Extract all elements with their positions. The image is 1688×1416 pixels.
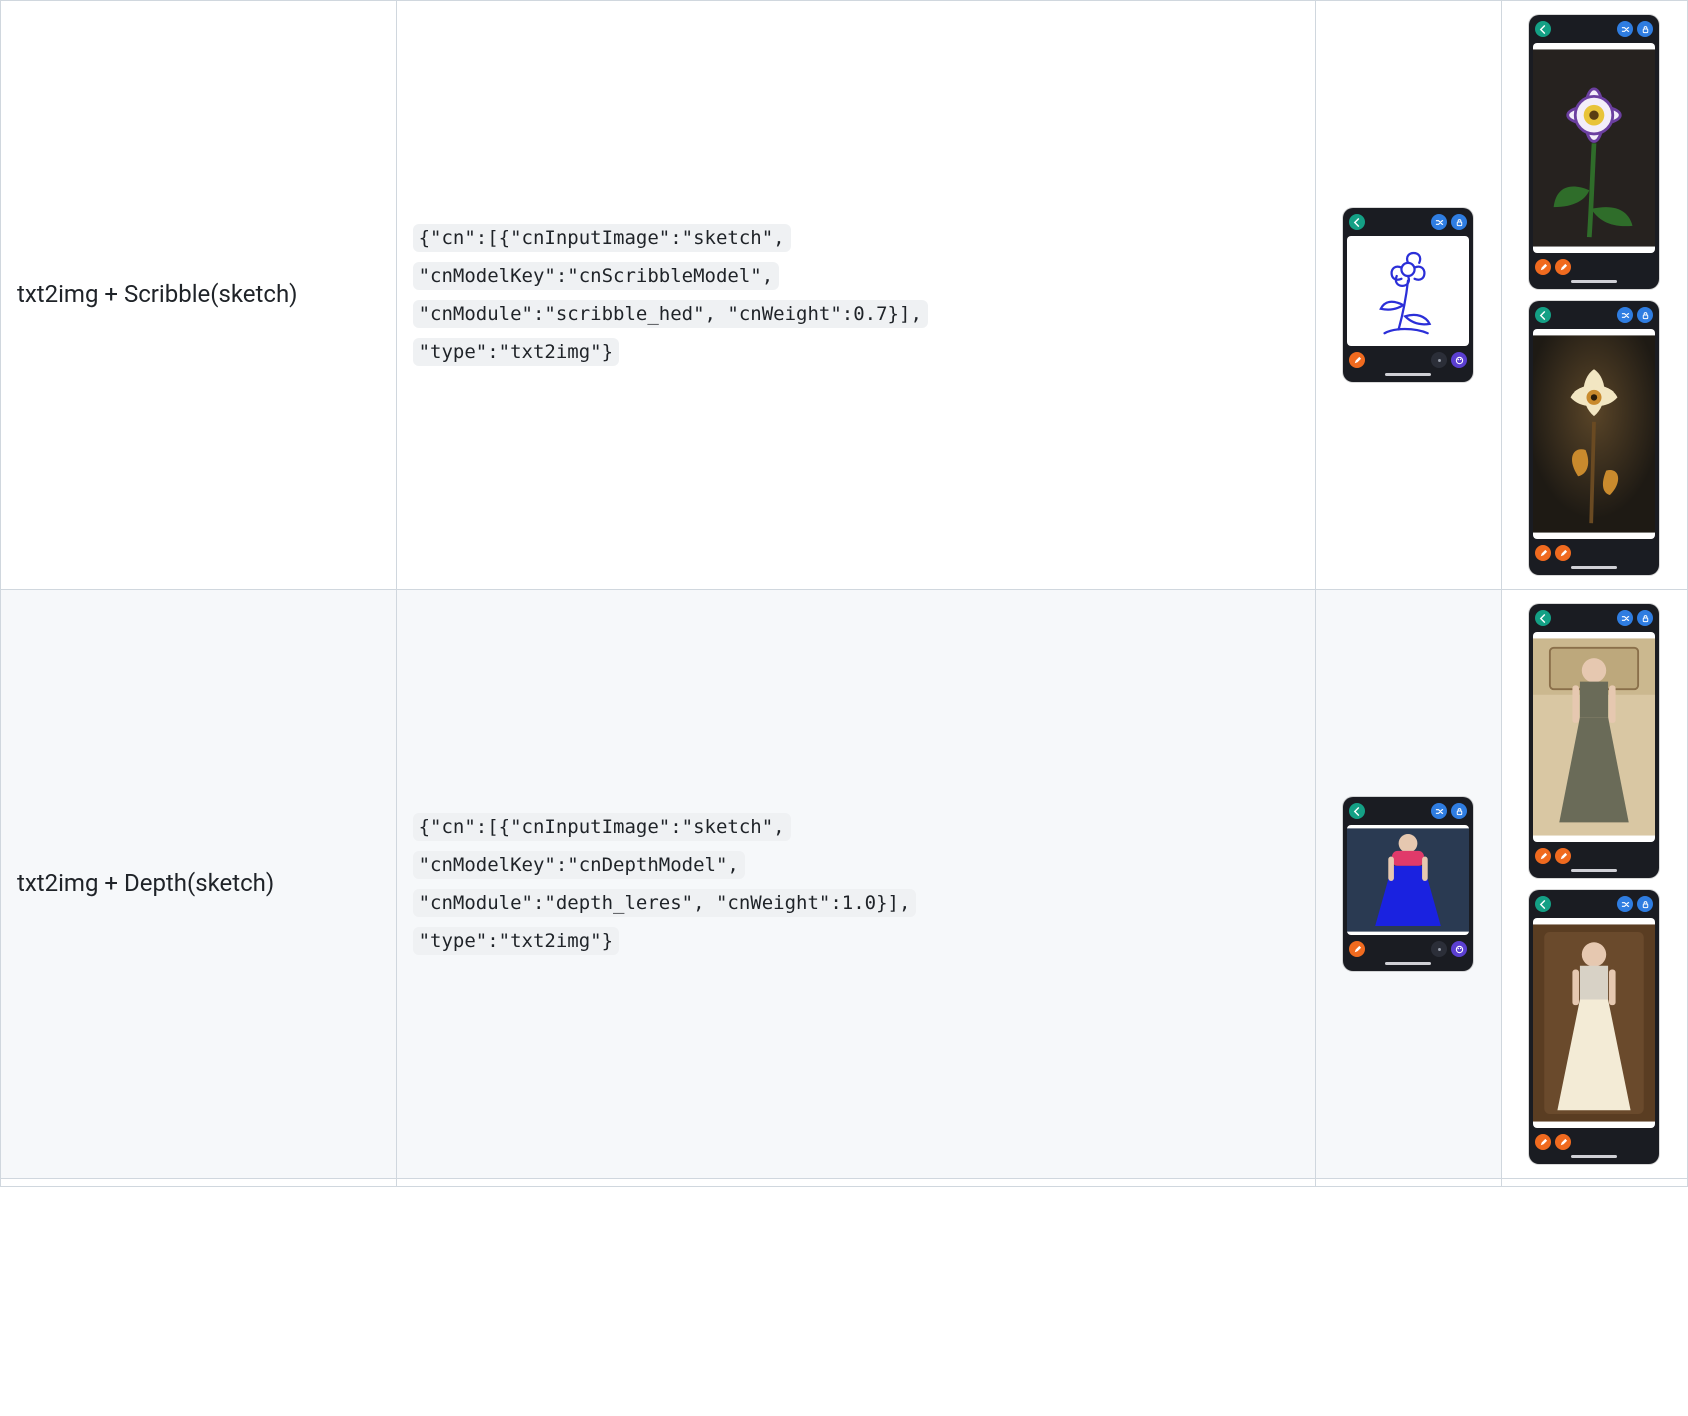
cell-output-preview	[1501, 1, 1687, 590]
back-icon[interactable]	[1535, 21, 1551, 37]
cell-input-preview	[1315, 1179, 1501, 1187]
sketch-canvas[interactable]	[1347, 236, 1469, 346]
cell-label	[1, 1179, 397, 1187]
palette-icon[interactable]	[1451, 941, 1467, 957]
lock-icon[interactable]	[1451, 214, 1467, 230]
edit-icon[interactable]	[1535, 1134, 1551, 1150]
cell-output-preview	[1501, 1179, 1687, 1187]
palette-icon[interactable]	[1451, 352, 1467, 368]
shuffle-icon[interactable]	[1431, 803, 1447, 819]
dot-icon[interactable]	[1431, 352, 1447, 368]
input-thumbnail[interactable]	[1343, 797, 1473, 971]
cell-input-preview	[1315, 590, 1501, 1179]
json-fragment: "cnModelKey":"cnDepthModel",	[413, 851, 745, 879]
json-fragment: {"cn":[{"cnInputImage":"sketch",	[413, 224, 791, 252]
output-thumbnail[interactable]	[1529, 890, 1659, 1164]
table-row: txt2img + Depth(sketch) {"cn":[{"cnInput…	[1, 590, 1688, 1179]
edit-icon[interactable]	[1349, 941, 1365, 957]
edit-icon[interactable]	[1555, 1134, 1571, 1150]
render-canvas[interactable]	[1533, 329, 1655, 539]
back-icon[interactable]	[1535, 307, 1551, 323]
json-fragment: "type":"txt2img"}	[413, 338, 619, 366]
home-indicator	[1385, 962, 1431, 965]
cell-label: txt2img + Scribble(sketch)	[1, 1, 397, 590]
back-icon[interactable]	[1349, 803, 1365, 819]
row-label: txt2img + Scribble(sketch)	[17, 278, 380, 312]
edit-icon[interactable]	[1535, 259, 1551, 275]
dot-icon[interactable]	[1431, 941, 1447, 957]
row-label: txt2img + Depth(sketch)	[17, 867, 380, 901]
lock-icon[interactable]	[1637, 21, 1653, 37]
home-indicator	[1571, 869, 1617, 872]
edit-icon[interactable]	[1349, 352, 1365, 368]
json-fragment: "cnModelKey":"cnScribbleModel",	[413, 262, 780, 290]
output-thumbnail[interactable]	[1529, 15, 1659, 289]
back-icon[interactable]	[1349, 214, 1365, 230]
cell-json: {"cn":[{"cnInputImage":"sketch", "cnMode…	[396, 590, 1315, 1179]
shuffle-icon[interactable]	[1431, 214, 1447, 230]
home-indicator	[1571, 1155, 1617, 1158]
edit-icon[interactable]	[1535, 848, 1551, 864]
cell-json	[396, 1179, 1315, 1187]
render-canvas[interactable]	[1533, 632, 1655, 842]
table-row	[1, 1179, 1688, 1187]
render-canvas[interactable]	[1533, 43, 1655, 253]
examples-table: txt2img + Scribble(sketch) {"cn":[{"cnIn…	[0, 0, 1688, 1187]
cell-input-preview	[1315, 1, 1501, 590]
home-indicator	[1385, 373, 1431, 376]
json-fragment: {"cn":[{"cnInputImage":"sketch",	[413, 813, 791, 841]
shuffle-icon[interactable]	[1617, 21, 1633, 37]
back-icon[interactable]	[1535, 610, 1551, 626]
json-fragment: "type":"txt2img"}	[413, 927, 619, 955]
sketch-canvas[interactable]	[1347, 825, 1469, 935]
lock-icon[interactable]	[1637, 610, 1653, 626]
home-indicator	[1571, 280, 1617, 283]
cell-json: {"cn":[{"cnInputImage":"sketch", "cnMode…	[396, 1, 1315, 590]
table-row: txt2img + Scribble(sketch) {"cn":[{"cnIn…	[1, 1, 1688, 590]
json-fragment: "cnModule":"scribble_hed", "cnWeight":0.…	[413, 300, 928, 328]
edit-icon[interactable]	[1555, 259, 1571, 275]
json-fragment: "cnModule":"depth_leres", "cnWeight":1.0…	[413, 889, 917, 917]
shuffle-icon[interactable]	[1617, 610, 1633, 626]
shuffle-icon[interactable]	[1617, 896, 1633, 912]
edit-icon[interactable]	[1535, 545, 1551, 561]
output-thumbnail[interactable]	[1529, 301, 1659, 575]
back-icon[interactable]	[1535, 896, 1551, 912]
cell-output-preview	[1501, 590, 1687, 1179]
edit-icon[interactable]	[1555, 545, 1571, 561]
cell-label: txt2img + Depth(sketch)	[1, 590, 397, 1179]
input-thumbnail[interactable]	[1343, 208, 1473, 382]
shuffle-icon[interactable]	[1617, 307, 1633, 323]
edit-icon[interactable]	[1555, 848, 1571, 864]
lock-icon[interactable]	[1451, 803, 1467, 819]
lock-icon[interactable]	[1637, 896, 1653, 912]
home-indicator	[1571, 566, 1617, 569]
output-thumbnail[interactable]	[1529, 604, 1659, 878]
render-canvas[interactable]	[1533, 918, 1655, 1128]
lock-icon[interactable]	[1637, 307, 1653, 323]
